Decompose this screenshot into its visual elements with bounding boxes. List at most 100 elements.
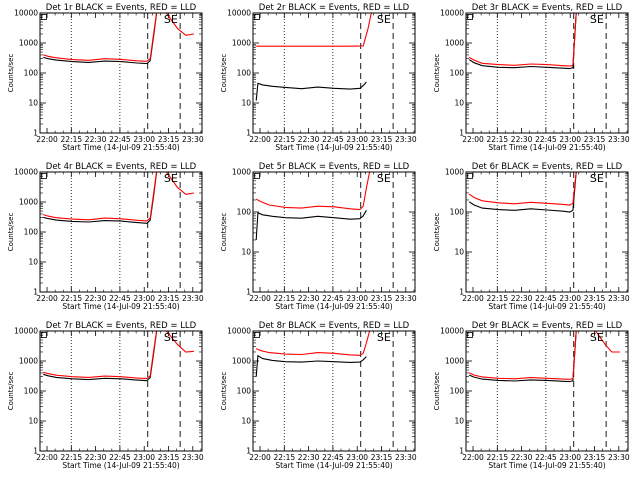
y-tick-label: 1 <box>246 447 251 456</box>
se-annotation: SE <box>590 13 604 26</box>
x-tick-label: 23:30 <box>608 294 630 303</box>
x-tick-label: 22:45 <box>535 453 557 462</box>
x-tick-label: 23:15 <box>158 294 180 303</box>
series-group <box>468 331 620 383</box>
y-tick-label: 10 <box>28 417 38 426</box>
chart-panel-4: Det 4r BLACK = Events, RED = LLD 1 10 100 10… <box>7 162 204 311</box>
x-tick-label: 22:30 <box>511 294 533 303</box>
series-line-lld <box>468 172 577 206</box>
corner-marker <box>467 14 473 20</box>
series-group <box>43 331 194 382</box>
y-axis-label: Counts/sec <box>7 54 15 93</box>
chart-title: Det 2r BLACK = Events, RED = LLD <box>259 3 410 13</box>
series-line-events <box>43 172 158 224</box>
x-tick-label: 22:00 <box>462 294 484 303</box>
x-tick-label: 22:30 <box>511 453 533 462</box>
plot-frame <box>39 12 203 134</box>
x-tick-label: 22:00 <box>36 453 58 462</box>
y-tick-label: 100 <box>24 69 39 78</box>
x-tick-label: 22:15 <box>61 294 83 303</box>
y-tick-label: 1000 <box>232 168 251 177</box>
se-annotation: SE <box>590 331 604 344</box>
y-minor-ticks <box>466 332 628 443</box>
x-tick-label: 22:15 <box>274 294 296 303</box>
se-annotation: SE <box>377 331 391 344</box>
x-axis-label: Start Time (14-Jul-09 21:55:40) <box>275 302 392 311</box>
series-line-events <box>468 13 577 70</box>
chart-panel-5: Det 5r BLACK = Events, RED = LLD 1 10 100 10… <box>220 162 417 311</box>
x-tick-label: 23:15 <box>158 453 180 462</box>
x-tick-label: 22:45 <box>535 135 557 144</box>
x-tick-label: 23:30 <box>395 453 417 462</box>
x-tick-label: 22:45 <box>322 453 344 462</box>
x-tick-label: 22:00 <box>249 453 271 462</box>
y-tick-label: 10000 <box>14 327 38 336</box>
x-tick-label: 23:00 <box>133 453 155 462</box>
y-tick-label: 100 <box>24 228 39 237</box>
x-tick-label: 22:30 <box>85 453 107 462</box>
x-axis-label: Start Time (14-Jul-09 21:55:40) <box>62 143 179 152</box>
plot-frame <box>465 171 629 293</box>
y-tick-label: 10 <box>241 99 251 108</box>
y-minor-ticks <box>40 173 202 284</box>
series-line-events <box>468 172 577 213</box>
x-tick-label: 22:30 <box>298 453 320 462</box>
y-tick-label: 100 <box>450 387 465 396</box>
y-tick-label: 10 <box>454 99 464 108</box>
chart-panel-9: Det 9r BLACK = Events, RED = LLD 1 10 100 10… <box>433 321 630 470</box>
plot-frame <box>39 171 203 293</box>
x-tick-label: 23:15 <box>371 294 393 303</box>
x-tick-label: 22:15 <box>61 135 83 144</box>
series-line-lld <box>255 331 407 356</box>
x-tick-label: 22:45 <box>109 294 131 303</box>
x-tick-label: 23:00 <box>133 135 155 144</box>
y-tick-label: 1000 <box>445 357 464 366</box>
y-tick-label: 1 <box>33 129 38 138</box>
y-minor-ticks <box>40 332 202 443</box>
x-axis-label: Start Time (14-Jul-09 21:55:40) <box>62 302 179 311</box>
y-axis-label: Counts/sec <box>220 213 228 252</box>
y-tick-label: 10 <box>241 417 251 426</box>
y-tick-label: 1 <box>33 447 38 456</box>
x-tick-label: 23:30 <box>608 135 630 144</box>
series-group <box>255 13 407 101</box>
x-tick-label: 23:00 <box>559 453 581 462</box>
x-tick-label: 22:45 <box>322 135 344 144</box>
x-tick-label: 22:00 <box>249 294 271 303</box>
se-annotation: SE <box>377 13 391 26</box>
x-tick-label: 22:00 <box>462 453 484 462</box>
x-tick-label: 22:30 <box>85 294 107 303</box>
y-tick-label: 10000 <box>14 168 38 177</box>
y-tick-label: 100 <box>450 69 465 78</box>
y-tick-label: 1 <box>246 288 251 297</box>
x-tick-label: 23:00 <box>559 294 581 303</box>
chart-title: Det 1r BLACK = Events, RED = LLD <box>46 3 197 13</box>
y-tick-label: 1000 <box>445 168 464 177</box>
y-tick-label: 10000 <box>440 9 464 18</box>
x-tick-label: 22:30 <box>511 135 533 144</box>
y-tick-label: 1 <box>459 129 464 138</box>
chart-panel-6: Det 6r BLACK = Events, RED = LLD 1 10 100 10… <box>433 162 630 311</box>
chart-panel-8: Det 8r BLACK = Events, RED = LLD 1 10 100 10… <box>220 321 417 470</box>
plot-frame <box>465 330 629 452</box>
y-tick-label: 10000 <box>440 327 464 336</box>
x-tick-label: 23:30 <box>395 135 417 144</box>
x-tick-label: 23:15 <box>584 294 606 303</box>
x-axis-label: Start Time (14-Jul-09 21:55:40) <box>488 302 605 311</box>
x-tick-label: 22:15 <box>274 135 296 144</box>
y-axis-label: Counts/sec <box>433 54 441 93</box>
x-tick-label: 23:15 <box>584 135 606 144</box>
plot-frame <box>252 12 416 134</box>
x-tick-label: 22:30 <box>298 294 320 303</box>
y-tick-label: 1000 <box>445 39 464 48</box>
y-tick-label: 100 <box>237 69 252 78</box>
corner-marker <box>41 14 47 20</box>
x-tick-label: 22:15 <box>487 453 509 462</box>
series-line-lld <box>468 331 620 380</box>
y-tick-label: 1000 <box>19 198 38 207</box>
x-tick-label: 23:30 <box>182 453 204 462</box>
x-tick-label: 23:30 <box>395 294 417 303</box>
chart-title: Det 6r BLACK = Events, RED = LLD <box>472 162 623 172</box>
corner-marker <box>467 332 473 338</box>
